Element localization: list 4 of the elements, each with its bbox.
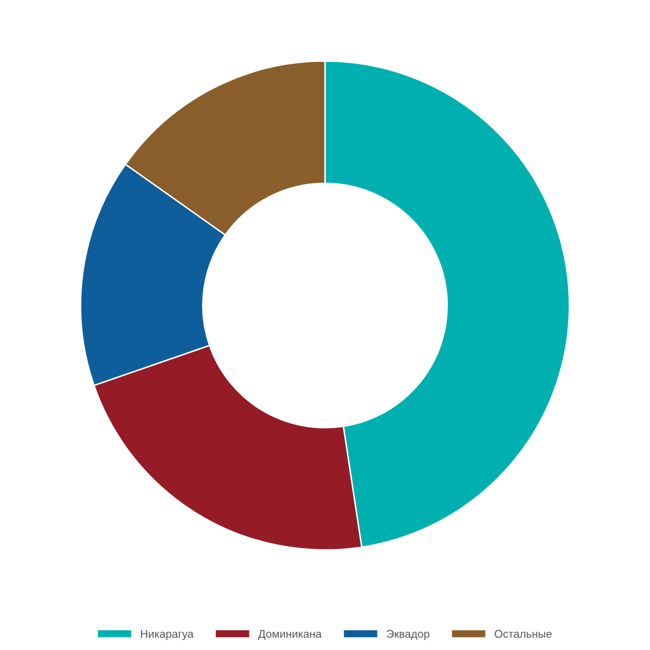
legend-label: Эквадор	[386, 630, 430, 640]
legend-label: Доминикана	[258, 630, 322, 640]
legend-label: Никарагуа	[141, 630, 194, 640]
legend-label: Остальные	[494, 630, 552, 638]
